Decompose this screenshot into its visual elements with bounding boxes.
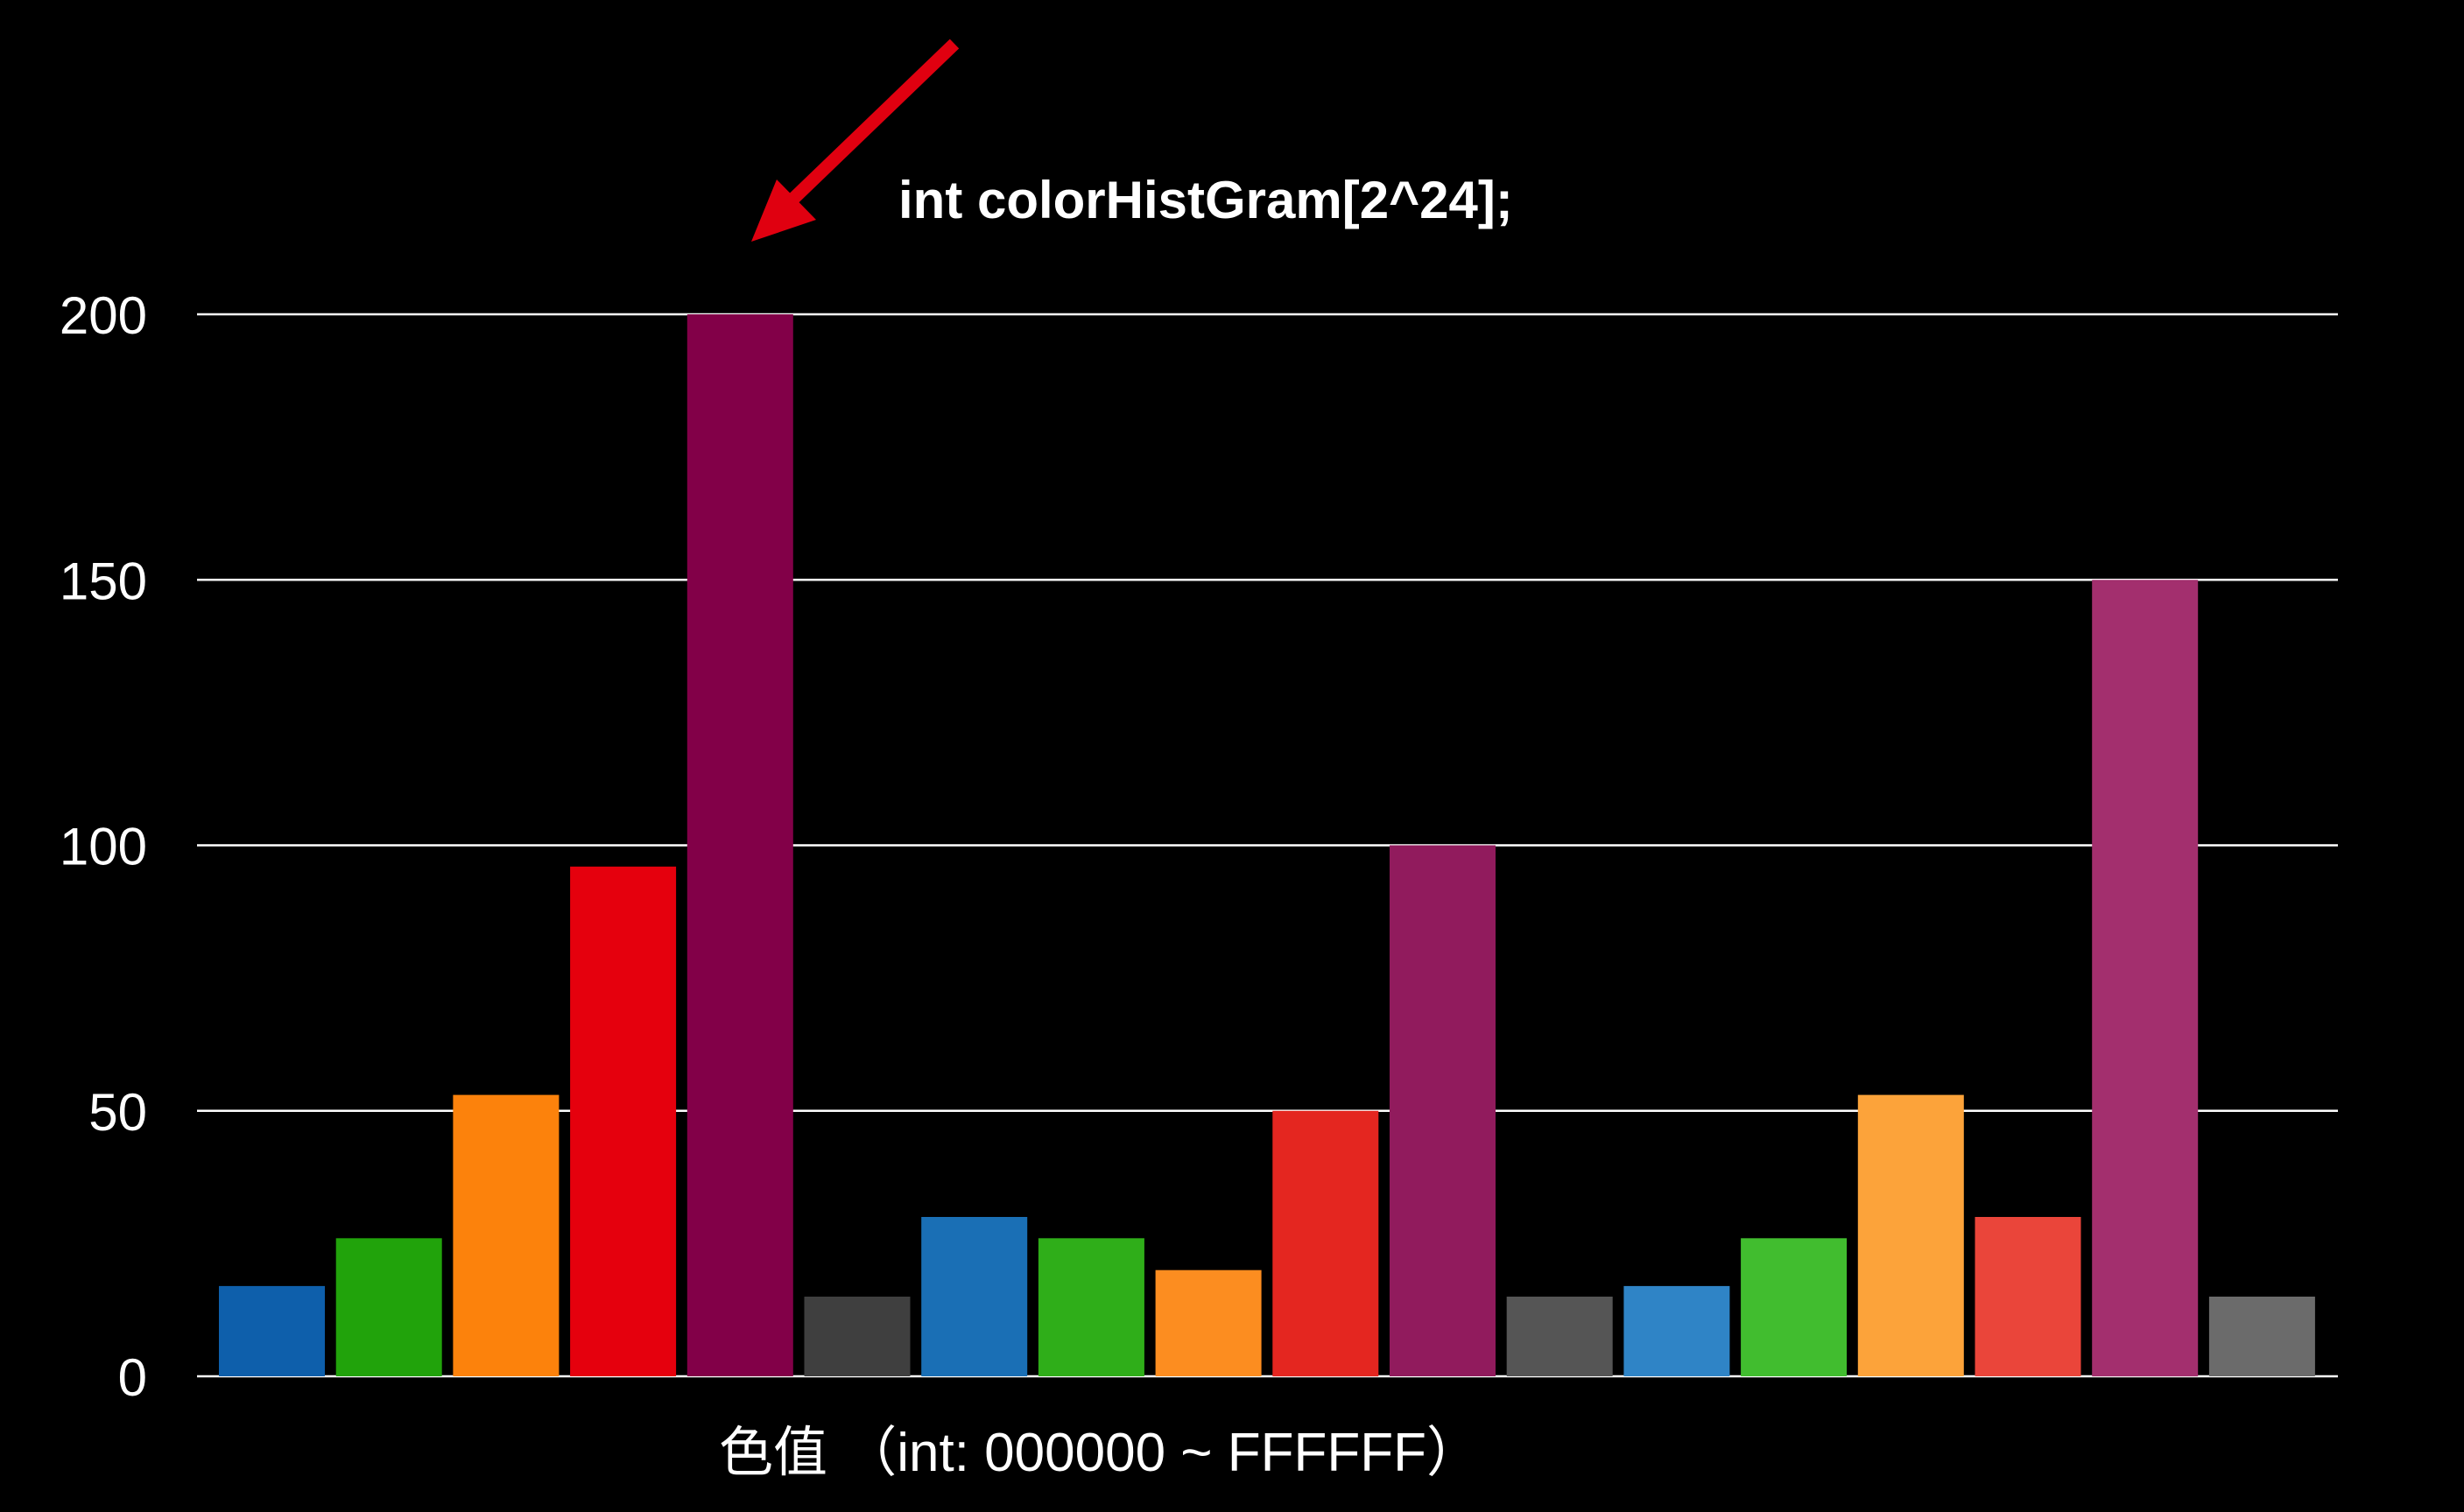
bar xyxy=(686,314,793,1376)
bar xyxy=(1623,1285,1730,1376)
bar xyxy=(2208,1297,2315,1376)
y-tick-label: 200 xyxy=(60,286,147,345)
bar xyxy=(570,866,677,1376)
bar xyxy=(219,1285,325,1376)
arrow-annotation xyxy=(751,39,960,242)
annotation-text: int colorHistGram[2^24]; xyxy=(898,171,1513,229)
arrow-head xyxy=(751,179,816,242)
bar xyxy=(1390,845,1496,1376)
y-tick-label: 50 xyxy=(88,1083,147,1142)
bar xyxy=(335,1238,442,1376)
bar xyxy=(1038,1238,1144,1376)
y-tick-labels: 0 50 100 150 200 xyxy=(60,286,147,1407)
bar xyxy=(2092,580,2199,1377)
bar xyxy=(921,1217,1028,1376)
x-axis-label: 色值 （int: 000000 ~ FFFFFF） xyxy=(719,1423,1481,1483)
bar xyxy=(1155,1269,1262,1376)
y-tick-label: 150 xyxy=(60,552,147,610)
bar xyxy=(1506,1297,1613,1376)
bar xyxy=(453,1094,560,1376)
y-tick-label: 100 xyxy=(60,818,147,876)
bar xyxy=(1857,1094,1964,1376)
bar xyxy=(1272,1110,1379,1377)
bar xyxy=(1741,1238,1848,1376)
bars xyxy=(219,314,2315,1377)
bar xyxy=(1975,1217,2081,1376)
bar xyxy=(804,1297,911,1376)
arrow-shaft xyxy=(787,39,960,205)
y-tick-label: 0 xyxy=(118,1348,147,1407)
